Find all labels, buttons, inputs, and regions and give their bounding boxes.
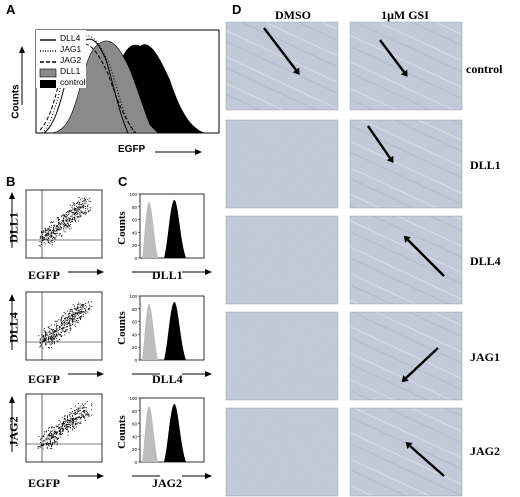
svg-text:80: 80 xyxy=(132,409,138,414)
micrograph-3-1 xyxy=(349,311,463,401)
panel-a-label: A xyxy=(6,2,16,17)
legend-entry-jag1: JAG1 xyxy=(60,44,82,54)
row-label-jag1: JAG1 xyxy=(470,350,500,364)
panel-c-label: C xyxy=(118,174,128,189)
arrow-icon xyxy=(400,69,408,77)
scatter1-xlabel: EGFP xyxy=(28,268,60,282)
svg-text:40: 40 xyxy=(132,230,138,235)
svg-text:80: 80 xyxy=(132,307,138,312)
panel-c-histograms: 100 80 60 40 20 0 100 80 60 40 20 0 100 80 60 40 20 0 xyxy=(129,192,212,479)
svg-text:0: 0 xyxy=(134,256,137,261)
hist3-xlabel: JAG2 xyxy=(152,476,182,490)
hist1-xlabel: DLL1 xyxy=(152,268,183,282)
svg-text:60: 60 xyxy=(132,218,138,223)
svg-text:20: 20 xyxy=(132,243,138,248)
arrow-icon xyxy=(292,67,300,75)
micrograph-2-1 xyxy=(349,215,463,305)
svg-text:100: 100 xyxy=(129,192,137,197)
arrow-icon xyxy=(405,442,413,449)
svg-text:0: 0 xyxy=(134,358,137,363)
row-label-jag2: JAG2 xyxy=(470,444,500,458)
row-label-control: control xyxy=(466,62,503,76)
scatter3-xlabel: EGFP xyxy=(28,476,60,490)
panel-b-label: B xyxy=(6,174,16,189)
micrograph-0-0 xyxy=(225,21,339,111)
scatter-frame xyxy=(25,393,103,463)
micrograph-3-0 xyxy=(225,311,339,401)
svg-text:0: 0 xyxy=(134,460,137,465)
panel-a-histogram xyxy=(19,29,220,155)
svg-text:100: 100 xyxy=(129,294,137,299)
scatter-frame xyxy=(25,189,103,259)
micrograph-4-1 xyxy=(349,407,463,497)
panel-d-label: D xyxy=(232,2,242,17)
panel-a-legend: DLL4 JAG1 JAG2 DLL1 control xyxy=(60,33,86,88)
column-header-dmso: DMSO xyxy=(275,8,311,22)
micrograph-1-1 xyxy=(349,119,463,209)
arrow-icon xyxy=(403,235,411,243)
row-label-dll1: DLL1 xyxy=(470,158,501,172)
column-header-gsi: 1μM GSI xyxy=(381,8,429,22)
hist2-xlabel: DLL4 xyxy=(152,372,183,386)
svg-text:20: 20 xyxy=(132,447,138,452)
panel-a-xlabel: EGFP xyxy=(118,144,146,155)
svg-text:100: 100 xyxy=(129,396,137,401)
legend-entry-dll1: DLL1 xyxy=(60,66,81,76)
svg-text:40: 40 xyxy=(132,434,138,439)
scatter2-xlabel: EGFP xyxy=(28,372,60,386)
arrow-icon xyxy=(401,375,409,383)
svg-text:60: 60 xyxy=(132,320,138,325)
micrograph-4-0 xyxy=(225,407,339,497)
micrograph-0-1 xyxy=(349,21,463,111)
micrograph-2-0 xyxy=(225,215,339,305)
svg-text:60: 60 xyxy=(132,422,138,427)
legend-entry-control: control xyxy=(60,77,86,87)
scatter-frame xyxy=(25,291,103,361)
svg-text:20: 20 xyxy=(132,345,138,350)
panel-b-scatter-plots xyxy=(9,189,104,479)
legend-entry-jag2: JAG2 xyxy=(60,55,82,65)
row-label-dll4: DLL4 xyxy=(470,254,501,268)
svg-text:80: 80 xyxy=(132,205,138,210)
micrograph-1-0 xyxy=(225,119,339,209)
svg-text:40: 40 xyxy=(132,332,138,337)
arrow-icon xyxy=(386,155,394,163)
legend-entry-dll4: DLL4 xyxy=(60,33,81,43)
